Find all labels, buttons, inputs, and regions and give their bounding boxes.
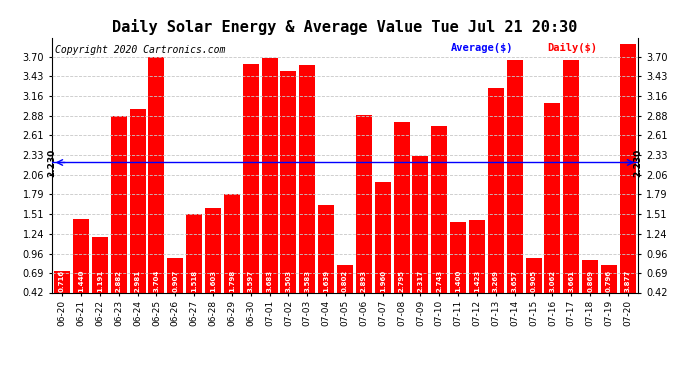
Text: 3.683: 3.683 xyxy=(266,270,273,292)
Text: 3.583: 3.583 xyxy=(304,270,310,292)
Text: 0.716: 0.716 xyxy=(59,270,65,292)
Text: 0.796: 0.796 xyxy=(606,270,612,292)
Bar xyxy=(337,265,353,292)
Bar xyxy=(413,156,428,292)
Text: 2.230: 2.230 xyxy=(633,148,642,177)
Bar xyxy=(450,222,466,292)
Text: 3.597: 3.597 xyxy=(248,270,254,292)
Text: 1.400: 1.400 xyxy=(455,269,461,292)
Bar xyxy=(299,65,315,292)
Bar xyxy=(148,57,164,292)
Text: 0.869: 0.869 xyxy=(587,270,593,292)
Bar xyxy=(318,205,334,292)
Text: 1.603: 1.603 xyxy=(210,270,216,292)
Bar xyxy=(224,194,240,292)
Bar xyxy=(73,219,89,292)
Bar xyxy=(431,126,447,292)
Bar xyxy=(375,182,391,292)
Text: 0.905: 0.905 xyxy=(531,270,537,292)
Text: 2.882: 2.882 xyxy=(116,270,121,292)
Title: Daily Solar Energy & Average Value Tue Jul 21 20:30: Daily Solar Energy & Average Value Tue J… xyxy=(112,19,578,35)
Text: Daily($): Daily($) xyxy=(547,43,598,52)
Text: 3.062: 3.062 xyxy=(549,270,555,292)
Text: 0.907: 0.907 xyxy=(172,270,178,292)
Text: 2.743: 2.743 xyxy=(436,270,442,292)
Bar xyxy=(563,60,580,292)
Text: 1.440: 1.440 xyxy=(78,269,84,292)
Bar xyxy=(488,88,504,292)
Bar xyxy=(526,258,542,292)
Text: 3.657: 3.657 xyxy=(512,270,518,292)
Bar xyxy=(186,214,202,292)
Text: 2.230: 2.230 xyxy=(48,148,57,177)
Bar xyxy=(506,60,523,292)
Bar xyxy=(356,115,372,292)
Bar xyxy=(262,58,277,292)
Bar xyxy=(130,108,146,292)
Bar xyxy=(92,237,108,292)
Bar xyxy=(110,116,127,292)
Text: Average($): Average($) xyxy=(451,43,513,52)
Bar xyxy=(620,44,636,292)
Text: 1.960: 1.960 xyxy=(380,270,386,292)
Bar xyxy=(280,71,297,292)
Bar xyxy=(205,207,221,292)
Bar xyxy=(243,64,259,292)
Text: Copyright 2020 Cartronics.com: Copyright 2020 Cartronics.com xyxy=(55,45,225,55)
Bar xyxy=(393,122,410,292)
Bar xyxy=(582,260,598,292)
Text: 3.503: 3.503 xyxy=(286,270,291,292)
Bar xyxy=(469,220,485,292)
Text: 1.798: 1.798 xyxy=(229,270,235,292)
Text: 1.639: 1.639 xyxy=(323,270,329,292)
Text: 0.802: 0.802 xyxy=(342,270,348,292)
Text: 1.191: 1.191 xyxy=(97,270,103,292)
Text: 3.877: 3.877 xyxy=(625,270,631,292)
Text: 1.423: 1.423 xyxy=(474,270,480,292)
Bar xyxy=(601,266,617,292)
Bar xyxy=(167,258,184,292)
Text: 3.269: 3.269 xyxy=(493,270,499,292)
Text: 3.661: 3.661 xyxy=(569,270,574,292)
Text: 2.981: 2.981 xyxy=(135,270,141,292)
Text: 2.795: 2.795 xyxy=(399,270,404,292)
Text: 3.704: 3.704 xyxy=(153,269,159,292)
Bar xyxy=(54,271,70,292)
Text: 1.518: 1.518 xyxy=(191,270,197,292)
Text: 2.893: 2.893 xyxy=(361,270,367,292)
Bar xyxy=(544,103,560,292)
Text: 2.317: 2.317 xyxy=(417,270,424,292)
